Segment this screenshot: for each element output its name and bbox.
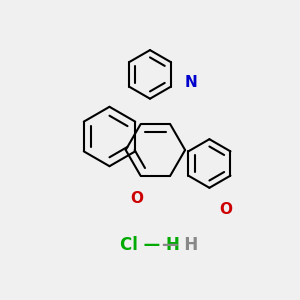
Text: O: O [219, 202, 232, 217]
Text: — H: — H [162, 236, 198, 253]
Text: Cl — H: Cl — H [120, 236, 180, 253]
Text: O: O [130, 191, 143, 206]
Text: N: N [184, 75, 197, 90]
